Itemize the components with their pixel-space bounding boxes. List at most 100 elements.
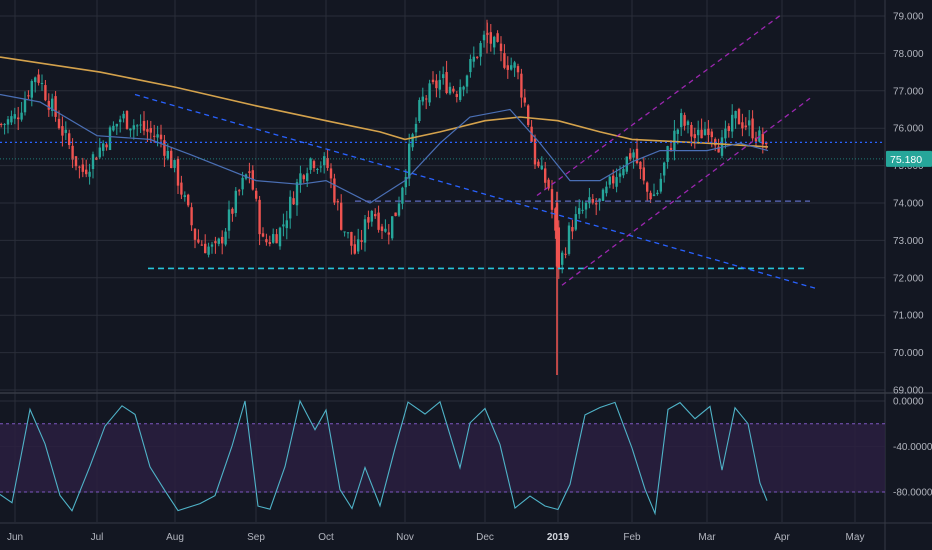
y-tick-label: 70.000 [893,348,924,359]
candle-body [193,228,197,240]
candle-body [615,177,618,187]
candle-body [476,56,479,58]
candle-body [234,190,237,213]
candle-body [326,158,329,168]
channel-upper-line [536,13,783,197]
candle-body [581,209,584,211]
candle-body [112,125,115,131]
candle-body [537,161,540,167]
candle-body [489,32,492,44]
candle-body [459,87,462,100]
candle-body [540,165,543,170]
candle-body [680,113,683,128]
candle-body [282,224,285,227]
candle-body [727,126,730,131]
candle-body [210,244,214,247]
candle-body [673,130,676,151]
candle-body [659,178,662,192]
candle-body [272,234,275,243]
candle-body [394,212,397,217]
candle-body [78,166,81,168]
candle-body [44,85,47,101]
x-tick-label: Apr [774,532,790,543]
last-price-value: 75.180 [890,154,922,166]
candle-body [312,161,316,169]
candle-body [744,125,747,128]
candle-spike-body [555,203,559,267]
candle-body [741,122,744,129]
candle-body [224,231,227,245]
candle-body [595,203,598,205]
candle-body [159,134,163,140]
candle-body [605,186,608,194]
candle-body [54,96,57,117]
candle-body [697,129,700,136]
candle-body [554,208,557,231]
candle-body [146,129,149,132]
candle-body [71,145,74,160]
candle-body [10,116,13,123]
candle-body [384,228,387,232]
candle-body [302,175,305,180]
candle-body [30,81,33,98]
candle-body [550,189,554,210]
candle-body [217,238,220,244]
candle-body [57,118,61,129]
candle-body [360,240,363,242]
candle-body [132,125,135,130]
x-tick-label: Feb [623,532,641,543]
candle-body [40,82,44,84]
candle-body [295,182,299,206]
candle-body [574,214,577,230]
x-tick-label: Aug [166,532,184,543]
y-tick-label: 76.000 [893,124,924,135]
candle-body [3,123,6,125]
candle-body [533,138,537,165]
candle-body [445,72,448,94]
candle-body [329,168,333,179]
candle-body [139,124,142,126]
candle-body [642,167,645,181]
candle-body [343,231,346,233]
candle-body [676,129,679,134]
y-tick-label: 69.000 [893,386,924,397]
candle-body [469,59,472,73]
candle-body [686,121,690,125]
candle-body [707,128,710,135]
moving-average-fast [0,93,769,204]
candle-body [724,128,727,139]
candle-body [720,137,724,156]
candle-body [479,43,482,57]
candle-body [340,202,343,230]
candle-body [238,190,241,192]
candle-body [567,225,571,254]
candle-body [591,199,594,203]
candle-body [187,194,190,206]
y-tick-label: 71.000 [893,311,924,322]
candle-body [221,236,224,244]
candle-body [428,83,431,103]
candle-body [652,194,656,197]
candle-body [761,134,764,145]
x-tick-label: Mar [698,532,716,543]
candle-body [98,147,101,158]
candle-body [561,252,564,265]
candle-body [170,150,173,169]
candle-body [363,219,367,243]
candle-body [27,95,30,97]
candle-body [142,121,146,131]
candle-body [88,171,91,177]
candle-body [510,65,513,70]
candle-body [666,146,669,162]
candle-body [731,114,734,132]
candle-body [438,79,441,90]
moving-average-slow [0,56,769,148]
osc-y-tick-label: 0.0000 [893,397,924,408]
candle-body [37,74,40,83]
candle-body [520,73,523,98]
candle-body [547,179,550,189]
candle-body [125,111,129,129]
candle-body [397,203,401,216]
y-tick-label: 74.000 [893,199,924,210]
